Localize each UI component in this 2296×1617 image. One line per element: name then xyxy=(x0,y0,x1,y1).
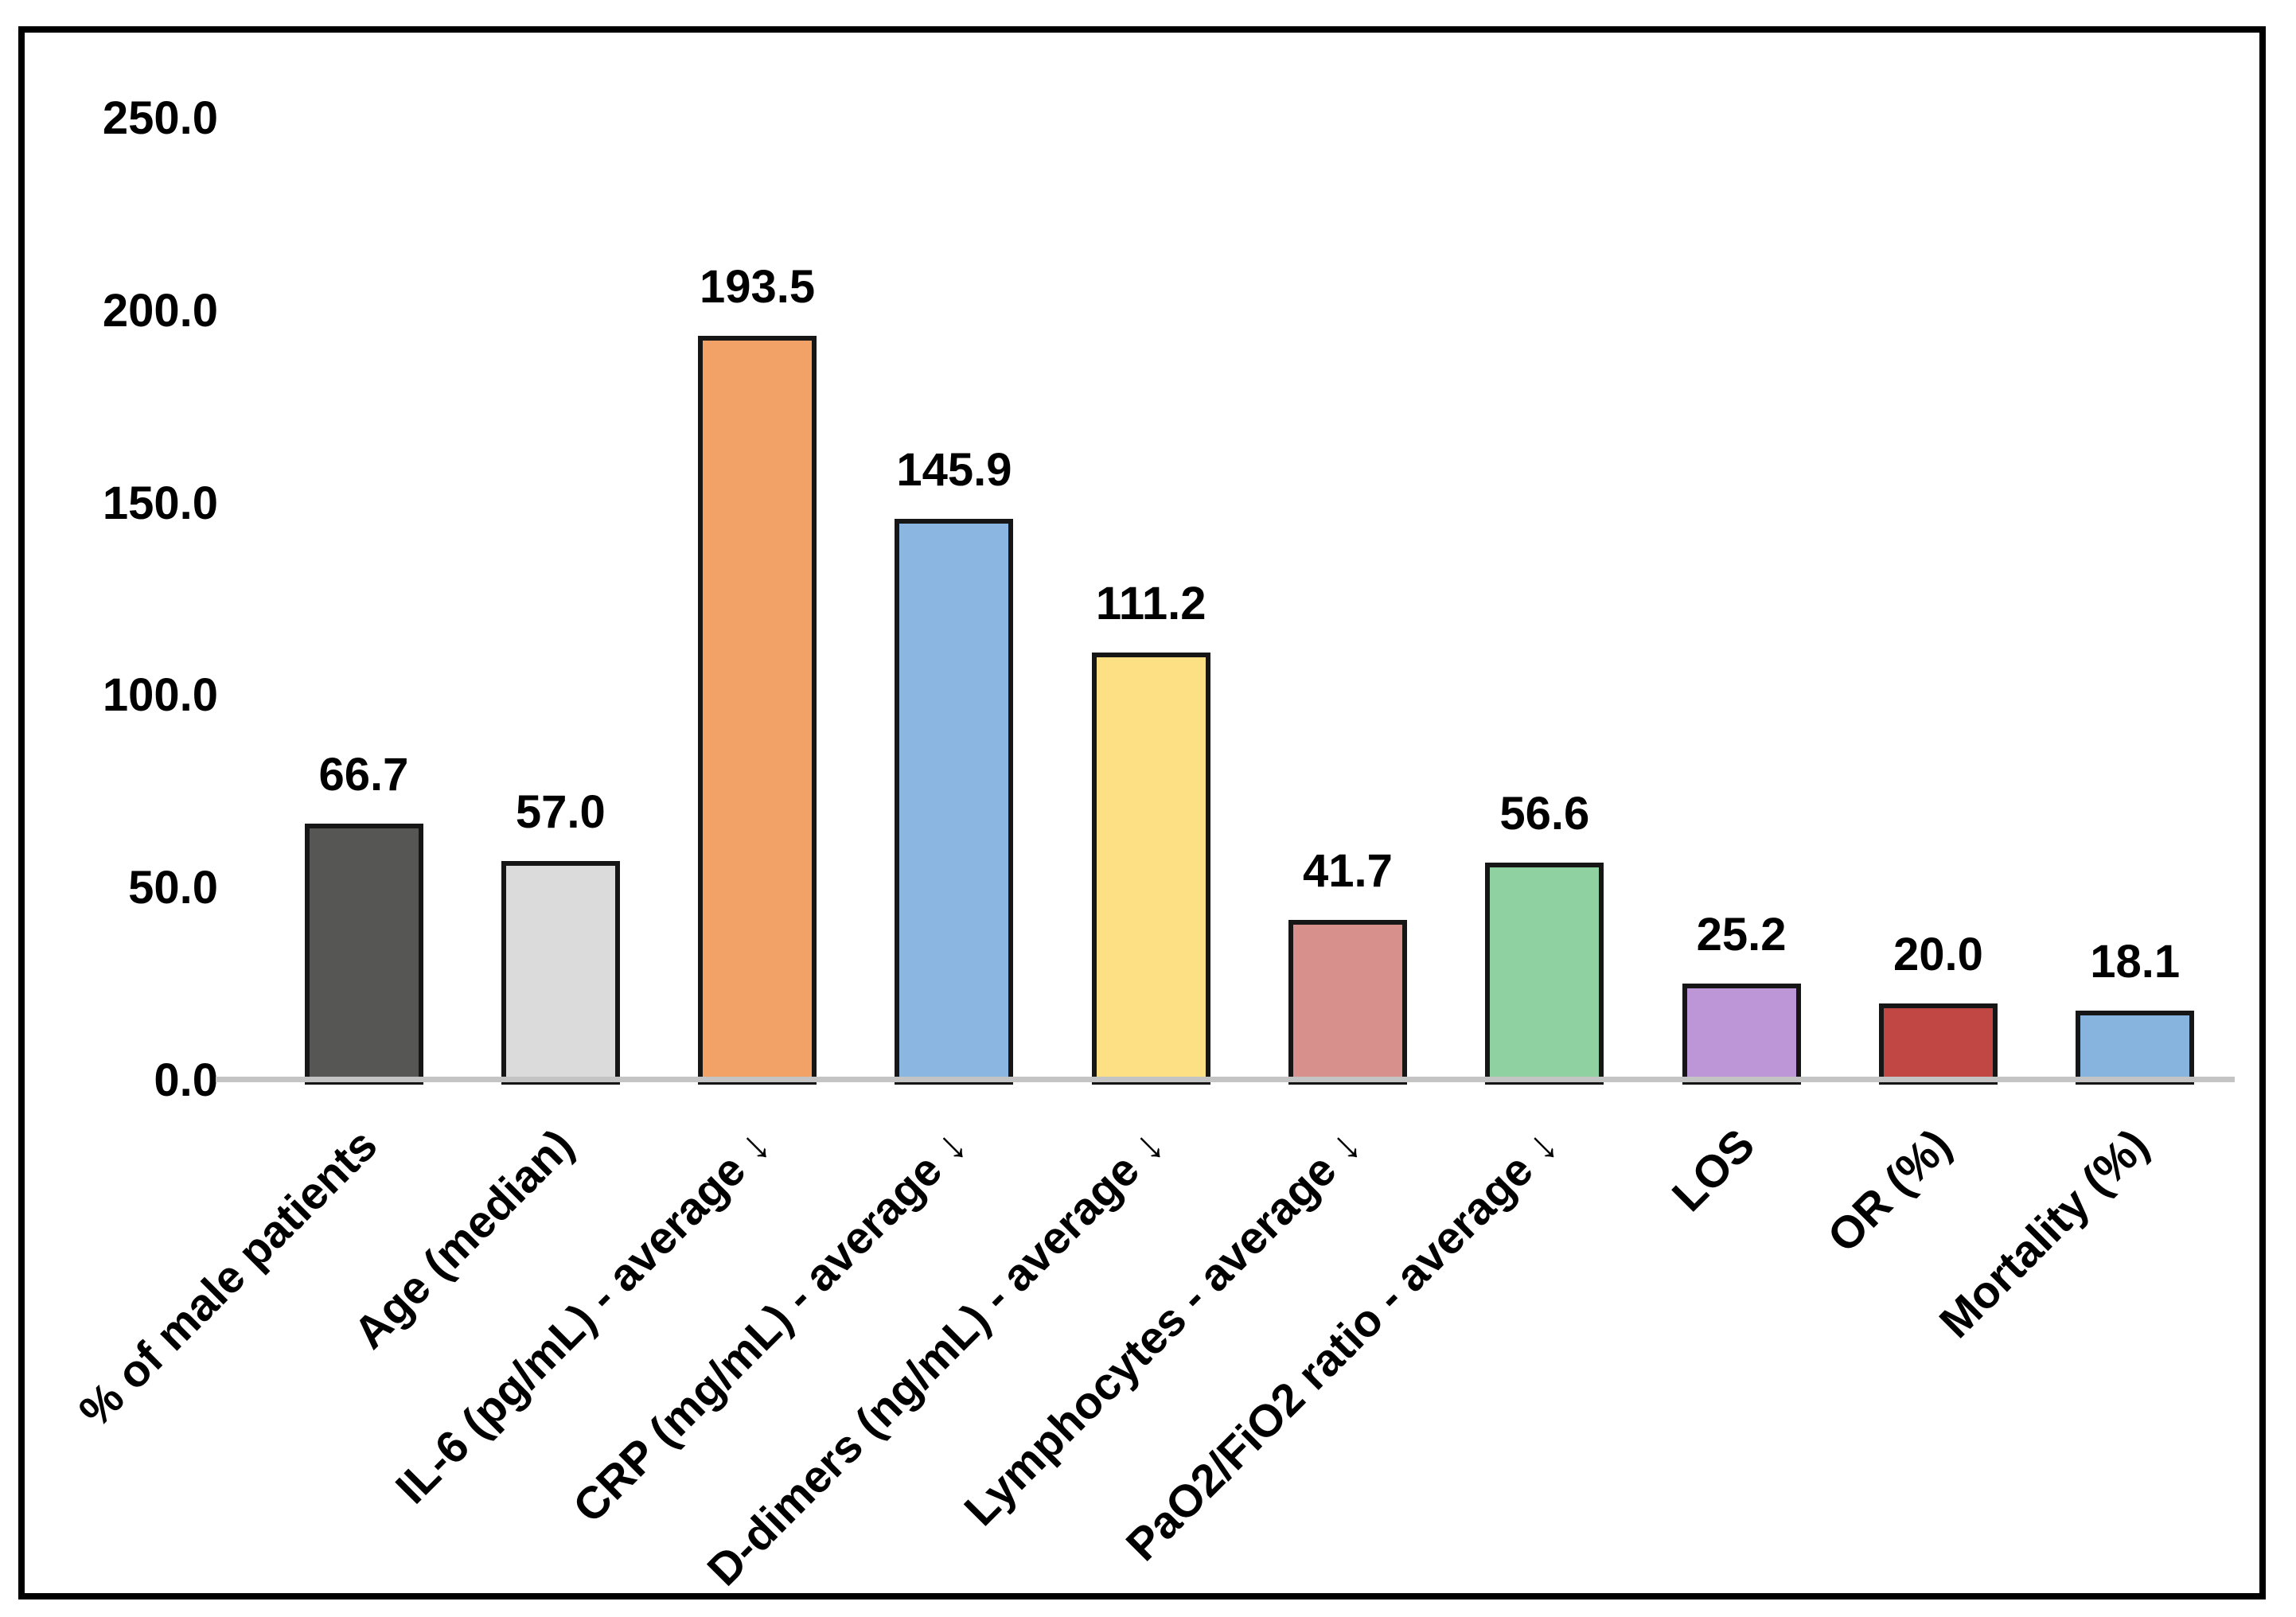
x-axis-category-label-4: CRP (mg/mL) - average ↓ xyxy=(563,1119,977,1533)
bar-8 xyxy=(1682,984,1801,1085)
bar-value-label-8: 25.2 xyxy=(1696,909,1787,961)
x-axis-category-label-3: IL-6 (pg/mL) - average ↓ xyxy=(386,1119,781,1514)
bar-2 xyxy=(501,861,620,1085)
x-axis-category-label-8: LOS xyxy=(1662,1119,1765,1222)
bar-value-label-9: 20.0 xyxy=(1893,929,1983,981)
bar-value-label-4: 145.9 xyxy=(896,444,1012,497)
bar-4 xyxy=(895,519,1014,1085)
bar-value-label-6: 41.7 xyxy=(1303,845,1393,898)
bar-1 xyxy=(304,824,423,1085)
y-axis-tick-label: 0.0 xyxy=(154,1054,218,1106)
y-axis-tick-label: 100.0 xyxy=(102,669,218,722)
bar-value-label-10: 18.1 xyxy=(2090,936,2181,988)
x-axis-category-label-9: OR (%) xyxy=(1818,1119,1962,1263)
bar-value-label-5: 111.2 xyxy=(1095,578,1206,630)
chart-frame: 250.0 200.0 150.0 100.0 50.0 0.0 66.7 % of male… xyxy=(18,26,2266,1599)
y-axis-tick-label: 50.0 xyxy=(128,862,218,914)
x-axis-line xyxy=(216,1077,2235,1082)
bar-value-label-7: 56.6 xyxy=(1499,788,1590,840)
bar-value-label-3: 193.5 xyxy=(700,261,816,314)
bar-9 xyxy=(1878,1003,1998,1085)
y-axis-tick-label: 150.0 xyxy=(102,477,218,529)
x-axis-category-label-1: % of male patients xyxy=(68,1119,387,1437)
bar-value-label-2: 57.0 xyxy=(515,786,606,839)
bar-value-label-1: 66.7 xyxy=(318,749,409,801)
y-axis-tick-label: 200.0 xyxy=(102,284,218,337)
x-axis-category-label-7: PaO2/FiO2 ratio - average ↓ xyxy=(1116,1119,1568,1571)
bar-5 xyxy=(1091,653,1210,1085)
bar-3 xyxy=(698,336,817,1085)
x-axis-category-label-10: Mortality (%) xyxy=(1929,1119,2158,1348)
bar-6 xyxy=(1288,920,1407,1085)
bar-10 xyxy=(2076,1011,2195,1085)
bar-7 xyxy=(1485,863,1604,1085)
y-axis-tick-label: 250.0 xyxy=(102,92,218,144)
x-axis-category-label-6: Lymphocytes - average ↓ xyxy=(954,1119,1371,1536)
